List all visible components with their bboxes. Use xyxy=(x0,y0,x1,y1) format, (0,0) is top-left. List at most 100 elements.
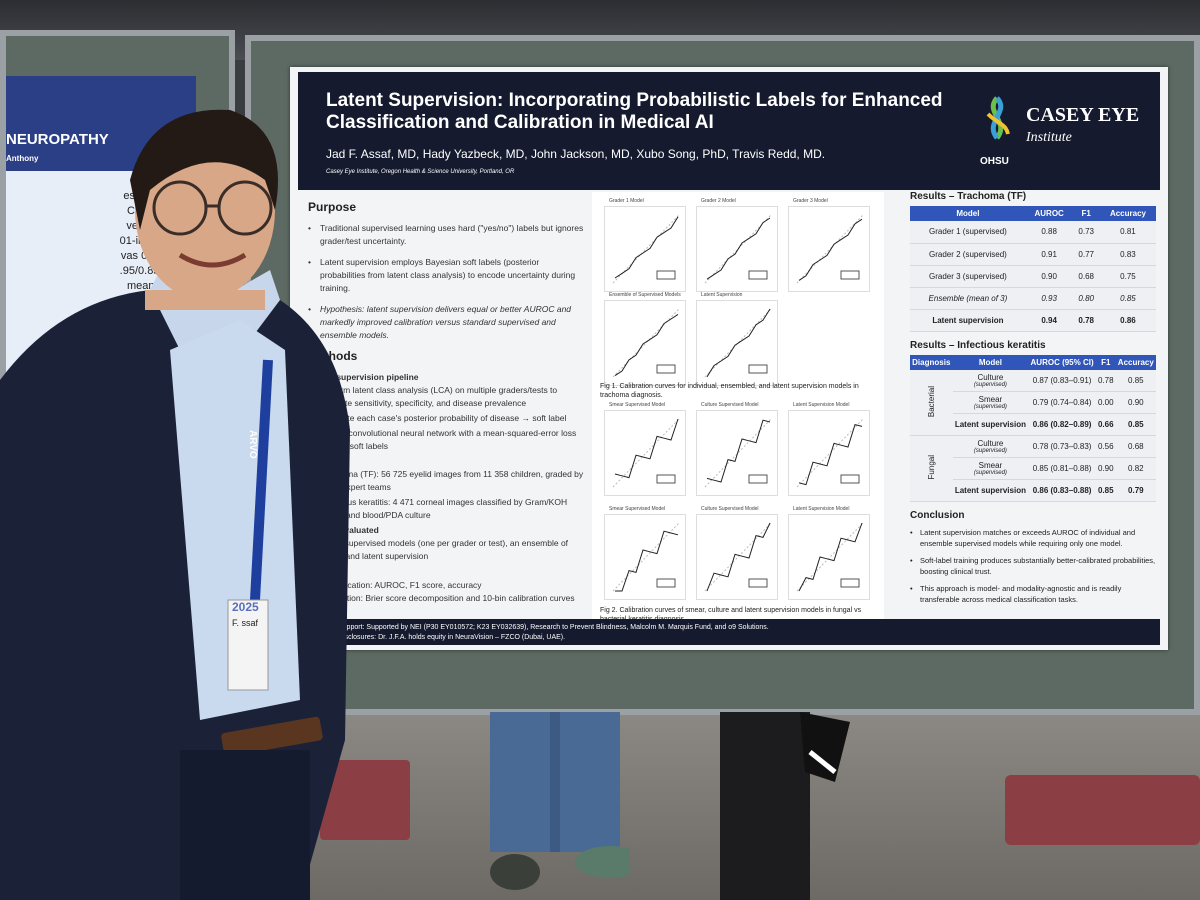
plot-title: Grader 1 Model xyxy=(609,198,644,204)
model-name: Culture xyxy=(977,439,1004,448)
table-cell: 0.66 xyxy=(1095,413,1116,436)
keratitis-heading: Results – Infectious keratitis xyxy=(910,339,1046,351)
logo-name: CASEY EYE xyxy=(1026,104,1140,126)
keratitis-header-row: Diagnosis Model AUROC (95% CI) F1 Accuracy xyxy=(910,354,1156,370)
poster-header: Latent Supervision: Incorporating Probab… xyxy=(298,72,1160,190)
calibration-plot: Smear Supervised Model xyxy=(604,506,686,600)
calibration-plot: Grader 3 Model xyxy=(788,198,870,292)
table-cell: 0.93 xyxy=(1025,287,1073,310)
poster-authors: Jad F. Assaf, MD, Hady Yazbeck, MD, John… xyxy=(326,147,826,161)
column-header: Accuracy xyxy=(1099,206,1156,221)
plot-title: Culture Supervised Model xyxy=(701,506,759,512)
table-row: Grader 1 (supervised) 0.88 0.73 0.81 xyxy=(910,221,1156,244)
table-cell: 0.85 xyxy=(1095,479,1116,502)
table-row: Latent supervision 0.86 (0.82–0.89) 0.66 0.… xyxy=(910,413,1156,436)
plot-curve xyxy=(796,522,864,592)
logo-ohsu: OHSU xyxy=(980,156,1009,167)
purpose-list: Traditional supervised learning uses har… xyxy=(308,222,586,342)
table-cell: 0.81 xyxy=(1099,221,1156,244)
table-cell: 0.78 xyxy=(1095,369,1116,392)
left-poster-title: NEUROPATHY xyxy=(6,131,109,148)
table-cell: 0.94 xyxy=(1025,309,1073,332)
column-header: Model xyxy=(910,206,1026,221)
figure-1-caption: Fig 1. Calibration curves for individual… xyxy=(600,383,859,399)
model-cell: Smear (supervised) xyxy=(952,457,1029,480)
plot-curve xyxy=(704,308,772,378)
plot-curve xyxy=(704,522,772,592)
table-cell: Grader 1 (supervised) xyxy=(910,221,1026,244)
table-cell: 0.86 (0.83–0.88) xyxy=(1028,479,1096,502)
table-row: Smear (supervised) 0.85 (0.81–0.88) 0.90 0.8… xyxy=(910,457,1156,480)
table-cell: Latent supervision xyxy=(910,309,1026,332)
calibration-plot: Smear Supervised Model xyxy=(604,402,686,496)
model-name: Latent supervision xyxy=(954,486,1026,495)
calibration-plot: Latent Supervision xyxy=(696,292,778,386)
pipeline-heading: Latent-supervision pipeline xyxy=(308,372,419,382)
plot-title: Smear Supervised Model xyxy=(609,506,666,512)
column-header: Model xyxy=(952,354,1029,370)
logo-subtitle: Institute xyxy=(1026,130,1072,145)
results-column: Results – Trachoma (TF) Model AUROC F1 Accu… xyxy=(910,191,1158,611)
main-poster: Latent Supervision: Incorporating Probab… xyxy=(290,67,1168,650)
left-poster-author: Anthony xyxy=(6,154,39,163)
plot-title: Grader 2 Model xyxy=(701,198,736,204)
conclusion-heading: Conclusion xyxy=(910,510,965,521)
ohsu-leaf-icon xyxy=(986,96,1010,140)
calibration-plot: Culture Supervised Model xyxy=(696,506,778,600)
plot-curve xyxy=(612,308,680,378)
calibration-plot: Grader 2 Model xyxy=(696,198,778,292)
plot-title: Latent Supervision xyxy=(701,292,743,298)
badge-year: 2025 xyxy=(232,600,259,614)
plot-title: Grader 3 Model xyxy=(793,198,828,204)
purpose-heading: Purpose xyxy=(308,200,357,214)
table-cell: 0.79 (0.74–0.84) xyxy=(1028,391,1096,414)
metric-item: Classification: AUROC, F1 score, accurac… xyxy=(320,580,482,590)
table-cell: 0.75 xyxy=(1099,265,1156,288)
table-cell: 0.00 xyxy=(1095,391,1116,414)
diagnosis-label: Fungal xyxy=(926,455,936,480)
table-row: Fungal Culture (supervised) 0.78 (0.73–0.83… xyxy=(910,435,1156,502)
table-row: Latent supervision 0.86 (0.83–0.88) 0.85 0.… xyxy=(910,479,1156,502)
plot-title: Ensemble of Supervised Models xyxy=(609,292,681,298)
table-cell: 0.90 xyxy=(1095,457,1116,480)
table-cell: Ensemble (mean of 3) xyxy=(910,287,1026,310)
trachoma-heading: Results – Trachoma (TF) xyxy=(910,191,1027,202)
table-row: Grader 2 (supervised) 0.91 0.77 0.83 xyxy=(910,243,1156,266)
purpose-item: Hypothesis: latent supervision delivers … xyxy=(308,303,586,342)
trachoma-header-row: Model AUROC F1 Accuracy xyxy=(910,206,1156,221)
table-row: Ensemble (mean of 3) 0.93 0.80 0.85 xyxy=(910,287,1156,310)
model-cell: Latent supervision xyxy=(952,479,1029,502)
plot-title: Latent Supervision Model xyxy=(793,506,850,512)
stool-right xyxy=(1005,775,1200,845)
table-cell: 0.85 (0.81–0.88) xyxy=(1028,457,1096,480)
calibration-plot: Grader 1 Model xyxy=(604,198,686,292)
conclusion-item: This approach is model- and modality-agn… xyxy=(910,583,1158,605)
model-subtitle: (supervised) xyxy=(973,404,1007,410)
purpose-item: Latent supervision employs Bayesian soft… xyxy=(308,256,586,295)
table-cell: 0.85 xyxy=(1099,287,1156,310)
keratitis-table: Diagnosis Model AUROC (95% CI) F1 Accuracy B… xyxy=(910,354,1156,502)
calibration-plot: Culture Supervised Model xyxy=(696,402,778,496)
plot-curve xyxy=(612,214,680,284)
figures-column: Grader 1 Model Grader 2 Model Grader 3 Mod… xyxy=(592,192,884,623)
plot-title: Smear Supervised Model xyxy=(609,402,666,408)
trachoma-table: Model AUROC F1 Accuracy Grader 1 (supervise… xyxy=(910,206,1156,332)
column-header: AUROC xyxy=(1025,206,1073,221)
plot-curve xyxy=(704,214,772,284)
support-text: Support: Supported by NEI (P30 EY010572;… xyxy=(338,624,769,631)
visitor-legs xyxy=(490,712,630,890)
model-cell: Smear (supervised) xyxy=(952,391,1029,414)
purpose-methods-column: Purpose Traditional supervised learning … xyxy=(308,197,586,605)
table-cell: 0.77 xyxy=(1072,243,1100,266)
diagnosis-cell: Fungal xyxy=(910,435,953,502)
model-name: Smear xyxy=(978,461,1003,470)
table-row: Grader 3 (supervised) 0.90 0.68 0.75 xyxy=(910,265,1156,288)
calibration-plot: Latent Supervision Model xyxy=(788,506,870,600)
column-header: Diagnosis xyxy=(910,354,953,370)
conclusion-item: Latent supervision matches or exceeds AU… xyxy=(910,527,1158,549)
disclosures-text: Disclosures: Dr. J.F.A. holds equity in … xyxy=(338,634,566,641)
poster-affiliation: Casey Eye Institute, Oregon Health & Sci… xyxy=(326,169,515,175)
metric-item: Calibration: Brier score decomposition a… xyxy=(320,593,575,603)
presenter xyxy=(0,109,350,900)
table-cell: 0.73 xyxy=(1072,221,1100,244)
